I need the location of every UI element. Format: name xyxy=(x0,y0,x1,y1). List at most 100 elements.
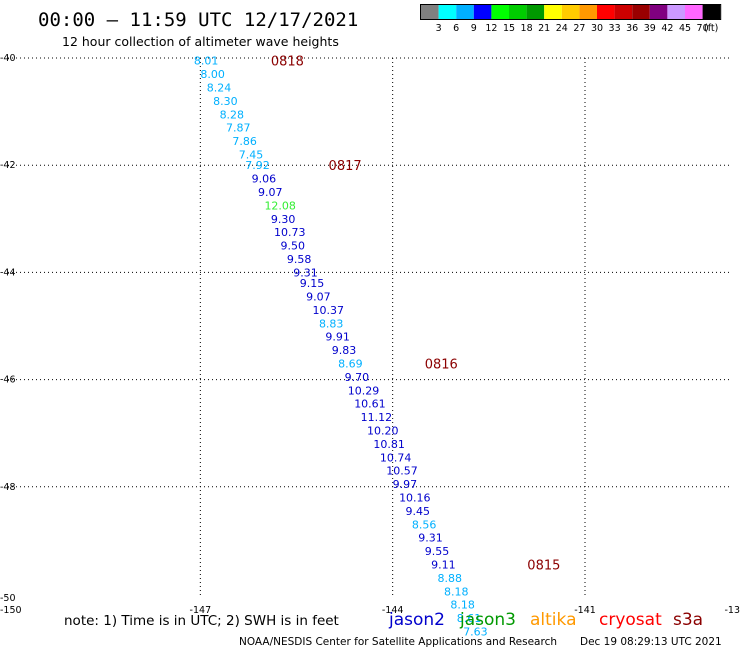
swh-value-label: 9.06 xyxy=(252,173,277,186)
x-tick-label: -147 xyxy=(190,605,212,616)
satellite-legend-entry: altika xyxy=(530,610,577,630)
date-label: 0817 xyxy=(329,159,362,174)
color-scale-label: 18 xyxy=(521,23,533,34)
color-scale-label: 6 xyxy=(453,23,459,34)
color-swatch xyxy=(473,5,492,19)
color-swatch xyxy=(632,5,650,19)
chart-subtitle: 12 hour collection of altimeter wave hei… xyxy=(62,34,339,49)
color-scale-label: 39 xyxy=(644,23,656,34)
swh-value-label: 8.30 xyxy=(213,95,238,108)
color-scale-label: 24 xyxy=(556,23,568,34)
swh-value-label: 9.45 xyxy=(405,505,430,518)
swh-value-label: 9.91 xyxy=(325,331,350,344)
color-scale-label: 9 xyxy=(471,23,477,34)
satellite-legend-entry: s3a xyxy=(673,610,703,630)
color-scale-label: 36 xyxy=(626,23,638,34)
date-label: 0816 xyxy=(425,358,458,373)
footer-timestamp: Dec 19 08:29:13 UTC 2021 xyxy=(580,636,722,648)
color-swatch xyxy=(438,5,457,19)
swh-value-label: 9.31 xyxy=(293,266,318,279)
color-swatch xyxy=(685,5,703,19)
satellite-legend-entry: cryosat xyxy=(599,610,662,630)
swh-value-label: 8.56 xyxy=(412,518,437,531)
color-scale-label: 15 xyxy=(503,23,515,34)
swh-value-label: 10.57 xyxy=(386,465,418,478)
swh-data-points: 8.018.008.248.308.287.877.867.457.929.06… xyxy=(194,55,488,639)
footer-note: note: 1) Time is in UTC; 2) SWH is in fe… xyxy=(64,613,339,629)
swh-value-label: 7.87 xyxy=(226,122,251,135)
x-tick-label: -144 xyxy=(382,605,404,616)
color-swatch xyxy=(561,5,580,19)
swh-value-label: 10.81 xyxy=(373,438,405,451)
swh-value-label: 10.20 xyxy=(367,425,399,438)
swh-value-label: 9.83 xyxy=(332,344,357,357)
date-label: 0815 xyxy=(527,559,560,574)
swh-value-label: 10.37 xyxy=(313,304,345,317)
swh-value-label: 9.70 xyxy=(345,371,370,384)
color-scale-label: 3 xyxy=(436,23,442,34)
swh-value-label: 10.29 xyxy=(348,384,380,397)
footer-credit: NOAA/NESDIS Center for Satellite Applica… xyxy=(239,636,557,648)
color-scale-label: 70 xyxy=(697,23,709,34)
color-swatch xyxy=(526,5,545,19)
y-tick-label: -46 xyxy=(0,375,16,386)
satellite-legend: jason2 jason3 altika cryosat s3a xyxy=(388,610,703,630)
color-swatch xyxy=(509,5,527,19)
swh-value-label: 8.01 xyxy=(194,55,219,68)
color-scale-unit: (ft) xyxy=(704,23,718,34)
swh-value-label: 10.74 xyxy=(380,451,412,464)
color-swatch xyxy=(491,5,509,19)
lat-lon-grid xyxy=(8,57,732,598)
swh-value-label: 8.83 xyxy=(319,317,344,330)
x-tick-label: -13 xyxy=(724,605,740,616)
swh-value-label: 7.63 xyxy=(463,626,488,639)
swh-value-label: 9.58 xyxy=(287,253,312,266)
swh-value-label: 7.86 xyxy=(232,135,257,148)
chart-title: 00:00 – 11:59 UTC 12/17/2021 xyxy=(38,9,358,31)
swh-value-label: 8.18 xyxy=(444,585,469,598)
color-scale-label: 33 xyxy=(609,23,621,34)
date-label: 0818 xyxy=(271,55,304,70)
swh-value-label: 8.88 xyxy=(438,572,463,585)
date-labels: 0818 0817 0816 0815 xyxy=(271,55,561,574)
swh-value-label: 8.28 xyxy=(220,108,245,121)
color-scale-label: 30 xyxy=(591,23,603,34)
x-corner-label: -150 xyxy=(0,605,22,616)
satellite-legend-entry: jason3 xyxy=(459,610,516,630)
swh-value-label: 9.97 xyxy=(393,478,418,491)
swh-value-label: 8.69 xyxy=(338,358,363,371)
color-swatch xyxy=(421,5,439,19)
swh-value-label: 8.18 xyxy=(450,599,475,612)
color-swatch xyxy=(579,5,597,19)
color-scale-label: 12 xyxy=(485,23,497,34)
swh-value-label: 9.07 xyxy=(258,186,283,199)
y-tick-label: -40 xyxy=(0,53,16,64)
swh-value-label: 7.92 xyxy=(245,159,270,172)
color-scale-frame xyxy=(420,4,722,20)
swh-value-label: 9.55 xyxy=(425,545,450,558)
color-scale-legend: 3 6 9 12 15 18 21 24 27 30 33 36 39 42 45 70(ft) xyxy=(420,4,722,34)
swh-value-label: 8.00 xyxy=(200,68,225,81)
swh-value-label: 10.61 xyxy=(354,398,386,411)
swh-value-label: 9.31 xyxy=(418,532,443,545)
color-swatch xyxy=(544,5,562,19)
swh-value-label: 7.45 xyxy=(239,148,263,161)
y-tick-label: -42 xyxy=(0,160,16,171)
swh-value-label: 9.50 xyxy=(280,240,305,253)
swh-value-label: 10.73 xyxy=(274,226,306,239)
swh-value-label: 9.30 xyxy=(271,213,296,226)
y-tick-label: -44 xyxy=(0,267,16,278)
color-swatch xyxy=(702,5,721,19)
swh-value-label: 8.61 xyxy=(457,612,482,625)
color-swatch xyxy=(667,5,685,19)
y-tick-label: -48 xyxy=(0,482,16,493)
y-tick-label: -50 xyxy=(0,593,16,604)
swh-value-label: 9.07 xyxy=(306,291,331,304)
swh-value-label: 11.12 xyxy=(361,411,393,424)
swh-value-label: 10.16 xyxy=(399,492,431,505)
satellite-legend-entry: jason2 xyxy=(388,610,445,630)
color-swatch xyxy=(456,5,474,19)
swh-value-label: 9.11 xyxy=(431,559,456,572)
x-tick-label: -141 xyxy=(574,605,596,616)
